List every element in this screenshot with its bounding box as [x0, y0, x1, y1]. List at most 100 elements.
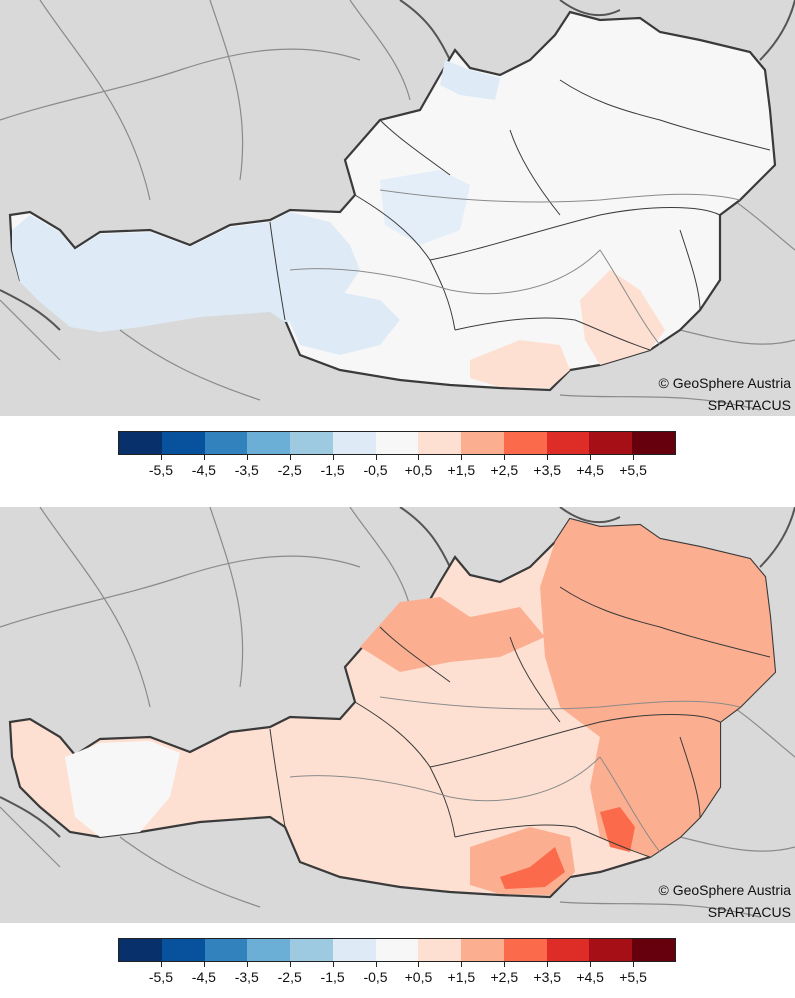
legend-swatch	[119, 432, 162, 454]
legend-tick-label: -0,5	[363, 462, 388, 478]
legend-swatch	[247, 939, 291, 961]
region-north-cool	[440, 60, 500, 100]
legend-tick	[160, 454, 162, 460]
legend-tick	[461, 454, 463, 460]
legend-tick	[203, 961, 205, 967]
legend-tick-label: -2,5	[277, 969, 302, 985]
neighbour-lines	[0, 507, 795, 918]
legend-tick-label: +4,5	[576, 969, 604, 985]
austria-rivers	[289, 189, 741, 346]
legend-tick-label: -3,5	[234, 969, 259, 985]
legend-tick	[289, 454, 291, 460]
legend-swatch	[290, 432, 333, 454]
legend-tick	[504, 961, 506, 967]
legend-swatch	[632, 939, 675, 961]
legend-tick-label: +0,5	[404, 462, 433, 478]
legend-swatch	[204, 939, 248, 961]
legend-tick	[504, 454, 506, 460]
legend-tick-label: +1,5	[447, 462, 476, 478]
legend-ticks	[118, 454, 676, 462]
legend-swatch	[503, 939, 547, 961]
legend-tick	[547, 961, 549, 967]
legend-swatch	[332, 939, 376, 961]
region-east-warm	[540, 519, 775, 857]
legend-swatch	[332, 432, 376, 454]
region-alps-cool	[280, 290, 400, 355]
legend-tick	[289, 961, 291, 967]
legend-tick-label: +3,5	[533, 969, 562, 985]
legend-swatch	[161, 939, 205, 961]
legend-swatch	[290, 939, 333, 961]
legend-tick-label: +0,5	[404, 969, 433, 985]
legend-bottom: -5,5 -4,5 -3,5 -2,5 -1,5 -0,5 +0,5 +1,5 +2,5 +3,5…	[118, 938, 676, 998]
map-top-svg	[0, 0, 795, 416]
legend-tick-label: -4,5	[191, 969, 216, 985]
legend-swatch	[375, 939, 419, 961]
legend-tick	[332, 454, 334, 460]
legend-tick-label: +3,5	[533, 462, 562, 478]
map-panel-bottom: © GeoSphere Austria SPARTACUS	[0, 507, 795, 923]
legend-tick	[375, 961, 377, 967]
legend-colorbar	[118, 938, 676, 962]
legend-tick-label: +5,5	[619, 462, 647, 478]
legend-tick-label: -1,5	[320, 462, 345, 478]
legend-tick	[246, 961, 248, 967]
credit-top: © GeoSphere Austria SPARTACUS	[658, 372, 791, 416]
legend-tick	[375, 454, 377, 460]
country-borders	[0, 507, 795, 838]
legend-tick-label: +5,5	[619, 969, 647, 985]
legend-top: -5,5 -4,5 -3,5 -2,5 -1,5 -0,5 +0,5 +1,5 +2,5 +3,5…	[118, 431, 676, 491]
state-borders	[269, 79, 771, 351]
legend-tick-label: -5,5	[148, 462, 173, 478]
legend-swatch	[546, 432, 590, 454]
state-borders	[269, 586, 771, 858]
legend-swatch	[461, 939, 504, 961]
legend-swatch	[247, 432, 291, 454]
legend-tick	[160, 961, 162, 967]
map-panel-top: © GeoSphere Austria SPARTACUS	[0, 0, 795, 416]
austria-rivers	[289, 696, 741, 853]
country-borders	[0, 0, 795, 331]
region-southeast-warm	[580, 270, 665, 365]
legend-tick-label: -2,5	[277, 462, 302, 478]
legend-ticks	[118, 961, 676, 969]
legend-swatch	[161, 432, 205, 454]
legend-swatch	[375, 432, 419, 454]
region-north-warm	[360, 597, 545, 672]
legend-tick	[203, 454, 205, 460]
credit-dataset: SPARTACUS	[707, 904, 791, 920]
legend-swatch	[418, 432, 462, 454]
legend-swatch	[119, 939, 162, 961]
legend-tick-label: +1,5	[447, 969, 476, 985]
legend-tick-label: -1,5	[320, 969, 345, 985]
region-center-cool	[380, 170, 470, 245]
legend-tick	[418, 454, 420, 460]
map-bottom-svg	[0, 507, 795, 923]
legend-tick	[547, 454, 549, 460]
legend-tick-label: -4,5	[191, 462, 216, 478]
credit-copyright: © GeoSphere Austria	[658, 882, 791, 898]
region-hotspot	[500, 847, 565, 889]
legend-swatch	[418, 939, 462, 961]
legend-swatch	[461, 432, 504, 454]
legend-swatch	[503, 432, 547, 454]
legend-swatch	[589, 939, 633, 961]
legend-tick	[418, 961, 420, 967]
legend-tick	[590, 454, 592, 460]
legend-swatch	[632, 432, 675, 454]
legend-tick-label: -5,5	[148, 969, 173, 985]
legend-tick-label: -3,5	[234, 462, 259, 478]
legend-tick	[633, 454, 635, 460]
legend-tick	[590, 961, 592, 967]
credit-dataset: SPARTACUS	[707, 397, 791, 413]
legend-tick	[633, 961, 635, 967]
legend-tick-label: +2,5	[490, 969, 519, 985]
legend-tick	[461, 961, 463, 967]
legend-colorbar	[118, 431, 676, 455]
legend-tick	[246, 454, 248, 460]
credit-bottom: © GeoSphere Austria SPARTACUS	[658, 879, 791, 923]
credit-copyright: © GeoSphere Austria	[658, 375, 791, 391]
legend-swatch	[204, 432, 248, 454]
region-south-warm	[470, 340, 570, 388]
legend-tick-label: +2,5	[490, 462, 519, 478]
